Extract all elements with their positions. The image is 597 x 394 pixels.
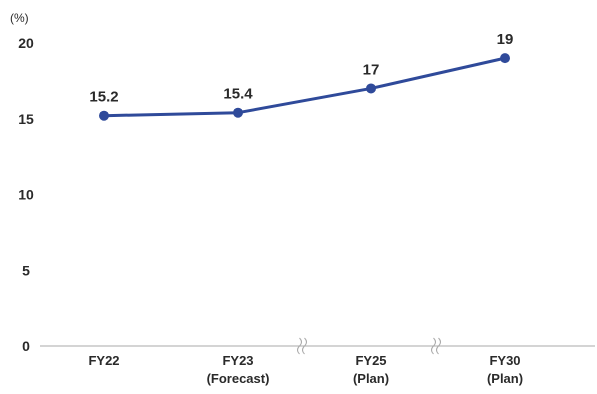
data-label: 15.2: [89, 89, 118, 106]
axis-break-mark: [436, 337, 441, 355]
axis-break-mark: [302, 337, 307, 355]
x-tick-sublabel: (Plan): [353, 371, 389, 386]
y-axis-unit-label: (%): [10, 11, 29, 25]
y-tick-label: 5: [22, 262, 30, 278]
y-tick-label: 0: [22, 338, 30, 354]
x-tick-label: FY23: [222, 353, 253, 368]
data-label: 15.4: [223, 86, 253, 103]
x-tick-label: FY25: [355, 353, 386, 368]
data-label: 17: [363, 61, 380, 78]
y-tick-label: 20: [18, 35, 34, 51]
axis-break-mark: [297, 337, 302, 355]
x-tick-label: FY30: [489, 353, 520, 368]
data-point: [366, 83, 376, 94]
x-tick-label: FY22: [88, 353, 119, 368]
y-tick-label: 15: [18, 111, 34, 127]
axis-break-mark: [431, 337, 436, 355]
series-line: [102, 56, 507, 118]
data-point: [99, 110, 109, 121]
y-tick-label: 10: [18, 187, 34, 203]
x-tick-sublabel: (Plan): [487, 371, 523, 386]
x-tick-sublabel: (Forecast): [207, 371, 270, 386]
data-point: [233, 107, 243, 118]
data-point: [500, 53, 510, 64]
data-label: 19: [497, 31, 514, 48]
